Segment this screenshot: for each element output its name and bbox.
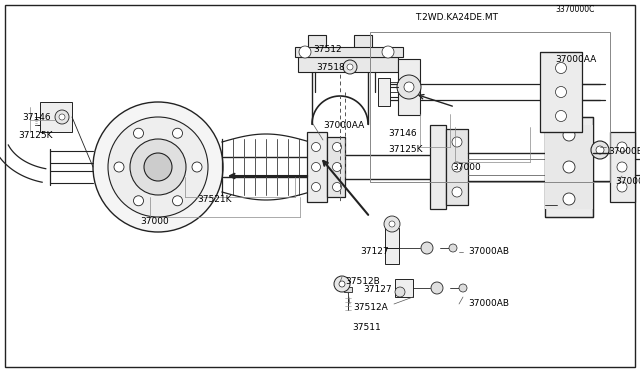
Circle shape xyxy=(144,153,172,181)
Text: 37512B: 37512B xyxy=(345,278,380,286)
Circle shape xyxy=(556,110,566,122)
Bar xyxy=(344,287,352,292)
Circle shape xyxy=(313,56,323,66)
Text: 3370000C: 3370000C xyxy=(556,6,595,15)
Bar xyxy=(610,132,635,202)
Circle shape xyxy=(312,163,321,171)
Text: 37127: 37127 xyxy=(363,285,392,294)
Text: 37000AB: 37000AB xyxy=(468,299,509,308)
Circle shape xyxy=(333,142,342,151)
Circle shape xyxy=(563,161,575,173)
Bar xyxy=(295,47,403,57)
Text: 37146: 37146 xyxy=(388,129,417,138)
Bar xyxy=(298,57,398,72)
Bar xyxy=(302,55,378,67)
Bar xyxy=(446,129,468,205)
Circle shape xyxy=(384,216,400,232)
Bar xyxy=(545,117,593,217)
Text: 37521K: 37521K xyxy=(198,195,232,203)
Text: 37000B: 37000B xyxy=(608,148,640,157)
Text: T.2WD.KA24DE.MT: T.2WD.KA24DE.MT xyxy=(415,13,498,22)
Text: 37512A: 37512A xyxy=(353,304,388,312)
Circle shape xyxy=(449,244,457,252)
Circle shape xyxy=(452,137,462,147)
Text: 37127: 37127 xyxy=(360,247,388,257)
Circle shape xyxy=(591,141,609,159)
Circle shape xyxy=(108,117,208,217)
Circle shape xyxy=(617,182,627,192)
Circle shape xyxy=(134,128,143,138)
Bar xyxy=(545,125,593,209)
Circle shape xyxy=(333,183,342,192)
Bar xyxy=(398,59,420,115)
Text: 37518: 37518 xyxy=(316,62,345,71)
Bar xyxy=(540,52,582,132)
Circle shape xyxy=(347,64,353,70)
Text: 37000: 37000 xyxy=(452,163,481,171)
Circle shape xyxy=(389,221,395,227)
Circle shape xyxy=(134,196,143,206)
Circle shape xyxy=(617,162,627,172)
Circle shape xyxy=(452,162,462,172)
Circle shape xyxy=(192,162,202,172)
Circle shape xyxy=(395,287,405,297)
Circle shape xyxy=(55,110,69,124)
Circle shape xyxy=(299,46,311,58)
Bar xyxy=(395,279,413,297)
Circle shape xyxy=(130,139,186,195)
Circle shape xyxy=(596,146,604,154)
Bar xyxy=(327,137,345,197)
Text: 37146: 37146 xyxy=(22,112,51,122)
Bar xyxy=(385,248,399,264)
Circle shape xyxy=(459,284,467,292)
Bar xyxy=(385,228,399,248)
Circle shape xyxy=(333,163,342,171)
Text: 37512: 37512 xyxy=(313,45,342,55)
Circle shape xyxy=(556,62,566,74)
Bar xyxy=(370,32,610,182)
Bar xyxy=(430,125,446,209)
Circle shape xyxy=(339,281,345,287)
Circle shape xyxy=(431,282,443,294)
Text: 37511: 37511 xyxy=(352,324,381,333)
Circle shape xyxy=(93,102,223,232)
Text: 37000B: 37000B xyxy=(615,177,640,186)
Bar xyxy=(378,78,390,106)
Circle shape xyxy=(404,82,414,92)
Circle shape xyxy=(563,129,575,141)
Circle shape xyxy=(382,46,394,58)
Circle shape xyxy=(173,196,182,206)
Bar xyxy=(354,35,372,55)
Text: 37125K: 37125K xyxy=(388,145,422,154)
Circle shape xyxy=(343,60,357,74)
Circle shape xyxy=(421,242,433,254)
Bar xyxy=(308,35,326,55)
Text: 37000AA: 37000AA xyxy=(323,121,364,129)
Circle shape xyxy=(59,114,65,120)
Circle shape xyxy=(617,142,627,152)
Bar xyxy=(307,132,327,202)
Text: 37125K: 37125K xyxy=(18,131,52,140)
Circle shape xyxy=(563,193,575,205)
Circle shape xyxy=(114,162,124,172)
Text: 37000AB: 37000AB xyxy=(468,247,509,257)
Circle shape xyxy=(312,142,321,151)
Circle shape xyxy=(452,187,462,197)
Circle shape xyxy=(556,87,566,97)
Text: 37000: 37000 xyxy=(141,218,170,227)
Circle shape xyxy=(334,276,350,292)
Bar xyxy=(40,102,72,132)
Circle shape xyxy=(357,56,367,66)
Circle shape xyxy=(312,183,321,192)
Circle shape xyxy=(397,75,421,99)
Circle shape xyxy=(173,128,182,138)
Text: 37000AA: 37000AA xyxy=(555,55,596,64)
